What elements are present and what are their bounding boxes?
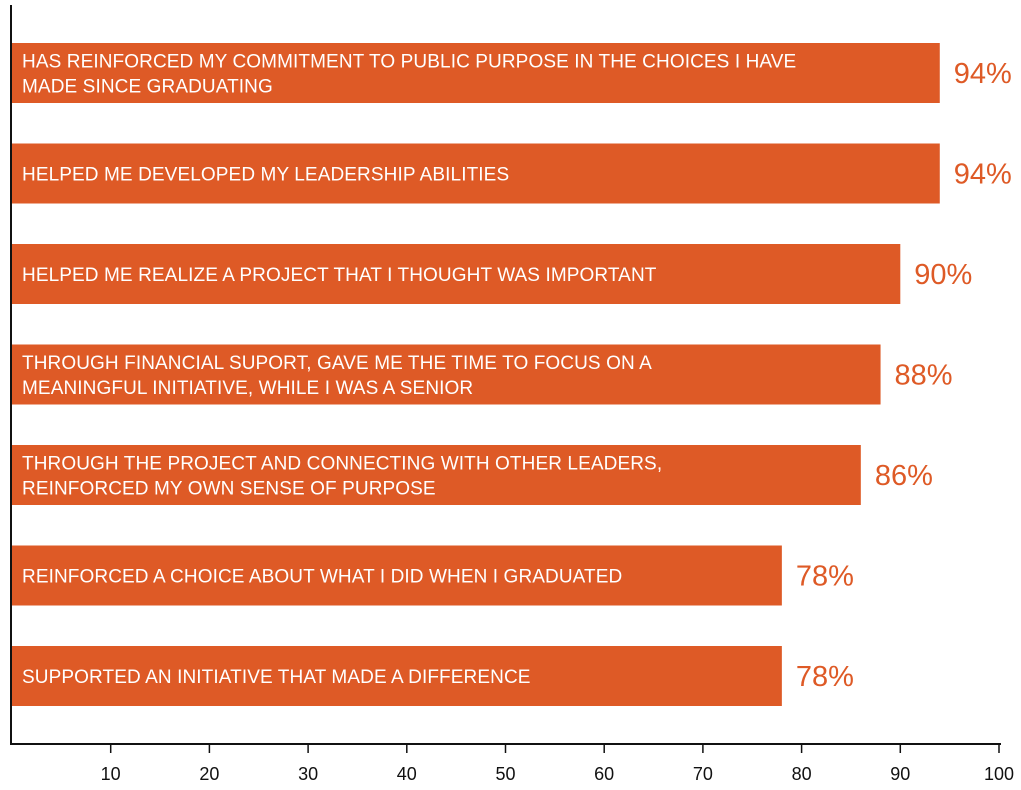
bar-group: SUPPORTED AN INITIATIVE THAT MADE A DIFF…: [12, 646, 854, 706]
bar-group: HAS REINFORCED MY COMMITMENT TO PUBLIC P…: [12, 43, 1012, 103]
bar-value-label: 90%: [914, 259, 972, 291]
x-tick-label: 10: [101, 764, 121, 784]
x-tick-label: 50: [495, 764, 515, 784]
bar-value-label: 88%: [895, 360, 953, 392]
bar: [12, 143, 940, 204]
x-tick-label: 30: [298, 764, 318, 784]
bar-group: HELPED ME DEVELOPED MY LEADERSHIP ABILIT…: [12, 143, 1012, 204]
bar-value-label: 86%: [875, 460, 933, 492]
x-tick-label: 70: [693, 764, 713, 784]
x-tick-label: 20: [199, 764, 219, 784]
bar-value-label: 94%: [954, 159, 1012, 191]
x-tick-label: 60: [594, 764, 614, 784]
bar: [12, 646, 782, 706]
bar: [12, 43, 940, 103]
bar-category-label: HAS REINFORCED MY COMMITMENT TO PUBLIC P…: [22, 52, 796, 73]
bar: [12, 445, 861, 505]
bar-category-label: REINFORCED A CHOICE ABOUT WHAT I DID WHE…: [22, 567, 622, 588]
bar-category-label: MEANINGFUL INITIATIVE, WHILE I WAS A SEN…: [22, 378, 473, 399]
bar: [12, 545, 782, 606]
bar-group: THROUGH THE PROJECT AND CONNECTING WITH …: [12, 445, 933, 505]
axes: 10 20 30 40 50 60 70 80 90 100: [10, 5, 1014, 784]
bar: [12, 244, 901, 304]
x-tick-label: 80: [792, 764, 812, 784]
bar-category-label: THROUGH THE PROJECT AND CONNECTING WITH …: [22, 454, 662, 475]
bar-group: REINFORCED A CHOICE ABOUT WHAT I DID WHE…: [12, 545, 854, 606]
bar-category-label: SUPPORTED AN INITIATIVE THAT MADE A DIFF…: [22, 667, 531, 688]
bar-category-label: HELPED ME DEVELOPED MY LEADERSHIP ABILIT…: [22, 165, 509, 186]
x-tick-label: 40: [397, 764, 417, 784]
bar-value-label: 78%: [796, 661, 854, 693]
bar-category-label: HELPED ME REALIZE A PROJECT THAT I THOUG…: [22, 265, 657, 286]
bar-value-label: 78%: [796, 561, 854, 593]
bars: HAS REINFORCED MY COMMITMENT TO PUBLIC P…: [12, 43, 1012, 706]
x-tick-label: 100: [984, 764, 1014, 784]
bar-category-label: THROUGH FINANCIAL SUPORT, GAVE ME THE TI…: [22, 353, 652, 374]
x-tick-label: 90: [890, 764, 910, 784]
bar-value-label: 94%: [954, 58, 1012, 90]
bar-group: HELPED ME REALIZE A PROJECT THAT I THOUG…: [12, 244, 972, 304]
bar: [12, 344, 881, 405]
bar-category-label: MADE SINCE GRADUATING: [22, 77, 273, 98]
bar-category-label: REINFORCED MY OWN SENSE OF PURPOSE: [22, 479, 436, 500]
bar-group: THROUGH FINANCIAL SUPORT, GAVE ME THE TI…: [12, 344, 953, 405]
